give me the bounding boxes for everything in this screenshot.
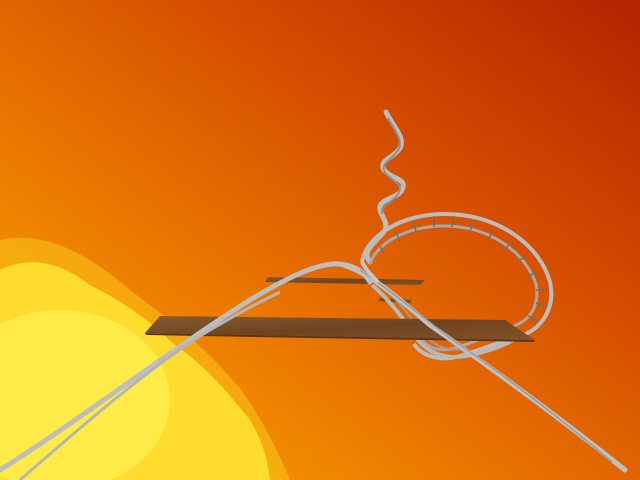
loop-inner-rail bbox=[368, 224, 539, 352]
return-curve-rail bbox=[370, 283, 522, 359]
front-platform bbox=[145, 316, 535, 340]
tower-base-junction bbox=[360, 261, 380, 284]
front-platform-edge bbox=[145, 333, 535, 342]
spiral-track-shadow bbox=[380, 117, 401, 215]
descent-rail-shadow bbox=[359, 269, 613, 463]
sun-core bbox=[0, 310, 170, 480]
main-track-lift-rail bbox=[19, 290, 281, 480]
back-platform bbox=[265, 277, 425, 285]
loop-ties bbox=[379, 215, 547, 335]
